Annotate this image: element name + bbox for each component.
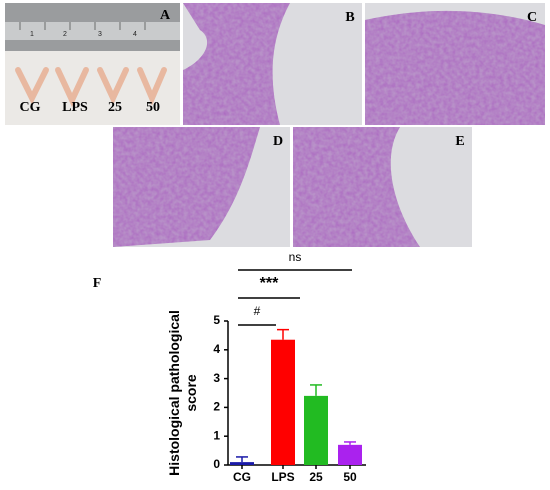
- panel-a-photo: [5, 3, 180, 125]
- ruler-label: 3: [98, 31, 102, 38]
- sample-label: 50: [146, 100, 160, 115]
- panel-e-photo: [293, 127, 472, 247]
- bar: [338, 444, 362, 465]
- sample-label: CG: [20, 100, 41, 115]
- significance-label: ***: [260, 275, 279, 292]
- y-axis-label-line: Histological pathological: [166, 310, 182, 476]
- y-axis-label: Histological pathologicalscore: [166, 310, 199, 476]
- x-tick-label: 50: [343, 470, 357, 484]
- x-tick-label: 25: [309, 470, 323, 484]
- sample-label: LPS: [62, 100, 88, 115]
- panel-label: D: [273, 134, 283, 149]
- bar: [271, 339, 295, 465]
- y-tick-label: 2: [213, 400, 220, 414]
- bar: [230, 462, 254, 465]
- panel-label: E: [455, 134, 464, 149]
- panel-label: C: [527, 10, 537, 25]
- x-tick-label: LPS: [271, 470, 294, 484]
- significance-label: ns: [289, 250, 302, 264]
- y-tick-label: 5: [213, 313, 220, 327]
- y-tick-label: 0: [213, 457, 220, 471]
- sample-label: 25: [108, 100, 122, 115]
- panel-b-photo: [183, 3, 362, 125]
- ruler-label: 4: [133, 31, 137, 38]
- panel-label: A: [160, 8, 171, 23]
- y-axis-label-line: score: [183, 374, 199, 412]
- panel-label: F: [93, 276, 102, 291]
- significance-label: #: [254, 304, 261, 318]
- y-tick-label: 1: [213, 428, 220, 442]
- panel-d-photo: [113, 127, 290, 247]
- panel-label: B: [345, 10, 354, 25]
- bar-chart: 0 1 2 3 4 5 Histological pathologicalscore CG LP…: [166, 250, 366, 484]
- bar: [304, 395, 328, 465]
- x-tick-label: CG: [233, 470, 251, 484]
- y-tick-label: 3: [213, 371, 220, 385]
- ruler-label: 2: [63, 31, 67, 38]
- y-tick-label: 4: [213, 342, 220, 356]
- ruler-label: 1: [30, 31, 34, 38]
- panel-c-photo: [365, 3, 545, 125]
